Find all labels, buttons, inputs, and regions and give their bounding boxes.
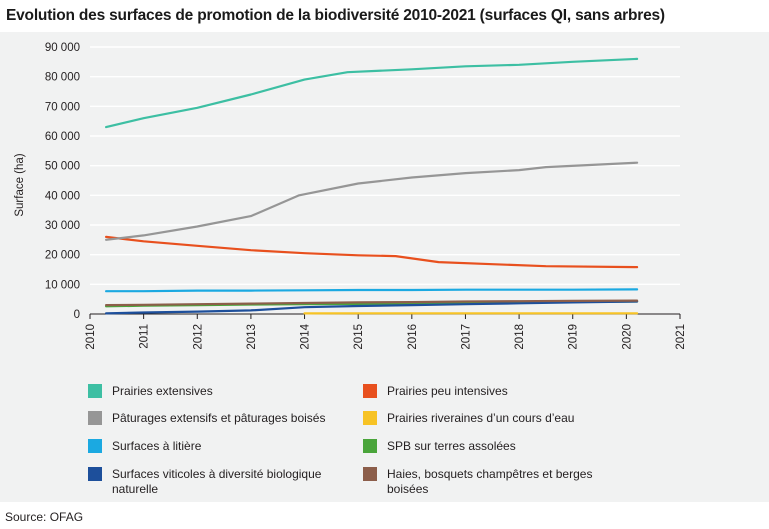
x-tick-label: 2021 [675, 324, 687, 350]
y-tick-label: 70 000 [45, 101, 80, 113]
source-note: Source: OFAG [5, 510, 84, 524]
legend-label: SPB sur terres assolées [387, 439, 516, 453]
legend-label: Prairies extensives [112, 384, 213, 398]
legend-label: Surfaces à litière [112, 439, 202, 453]
x-tick-label: 2010 [85, 324, 97, 350]
legend-swatch [88, 384, 102, 398]
legend-item: Haies, bosquets champêtres et berges boi… [363, 467, 637, 497]
x-tick-label: 2011 [139, 324, 151, 349]
x-tick-label: 2020 [621, 324, 633, 350]
legend-label: Haies, bosquets champêtres et berges boi… [387, 467, 593, 496]
y-tick-label: 10 000 [45, 279, 80, 291]
legend-swatch [363, 384, 377, 398]
y-tick-label: 90 000 [45, 42, 80, 54]
legend-item: SPB sur terres assolées [363, 439, 637, 454]
y-tick-label: 50 000 [45, 161, 80, 173]
chart-title: Evolution des surfaces de promotion de l… [6, 7, 665, 24]
legend-swatch [88, 411, 102, 425]
legend-item: Prairies extensives [88, 384, 362, 399]
series-line [104, 288, 639, 293]
legend-item: Pâturages extensifs et pâturages boisés [88, 411, 362, 426]
legend-item: Surfaces viticoles à diversité biologiqu… [88, 467, 362, 497]
plot-background [0, 32, 769, 502]
y-tick-label: 80 000 [45, 72, 80, 84]
legend-swatch [88, 467, 102, 481]
title-band: Evolution des surfaces de promotion de l… [0, 0, 769, 32]
x-tick-label: 2014 [300, 323, 312, 349]
legend-swatch [363, 411, 377, 425]
series-line [104, 235, 639, 269]
x-tick-label: 2016 [407, 324, 419, 350]
legend-swatch [363, 467, 377, 481]
legend-label: Surfaces viticoles à diversité biologiqu… [112, 467, 322, 496]
series-line [104, 161, 639, 241]
series-line [104, 299, 639, 307]
series-line [104, 57, 639, 129]
legend-item: Surfaces à litière [88, 439, 362, 454]
legend: Prairies extensives Prairies peu intensiv… [88, 378, 728, 498]
legend-item: Prairies riveraines d’un cours d’eau [363, 411, 637, 426]
x-tick-label: 2019 [568, 324, 580, 350]
legend-item: Prairies peu intensives [363, 384, 637, 399]
series-line [104, 300, 639, 315]
legend-label: Prairies riveraines d’un cours d’eau [387, 411, 575, 425]
x-tick-label: 2017 [460, 324, 472, 350]
legend-label: Prairies peu intensives [387, 384, 508, 398]
y-tick-label: 20 000 [45, 250, 80, 262]
x-tick-label: 2015 [353, 324, 365, 350]
y-tick-label: 30 000 [45, 220, 80, 232]
legend-label: Pâturages extensifs et pâturages boisés [112, 411, 326, 425]
y-tick-label: 60 000 [45, 131, 80, 143]
legend-swatch [363, 439, 377, 453]
x-tick-label: 2013 [246, 324, 258, 350]
x-tick-label: 2012 [192, 324, 204, 350]
y-tick-label: 40 000 [45, 190, 80, 202]
y-tick-label: 0 [74, 309, 80, 321]
x-tick-label: 2018 [514, 324, 526, 350]
legend-swatch [88, 439, 102, 453]
